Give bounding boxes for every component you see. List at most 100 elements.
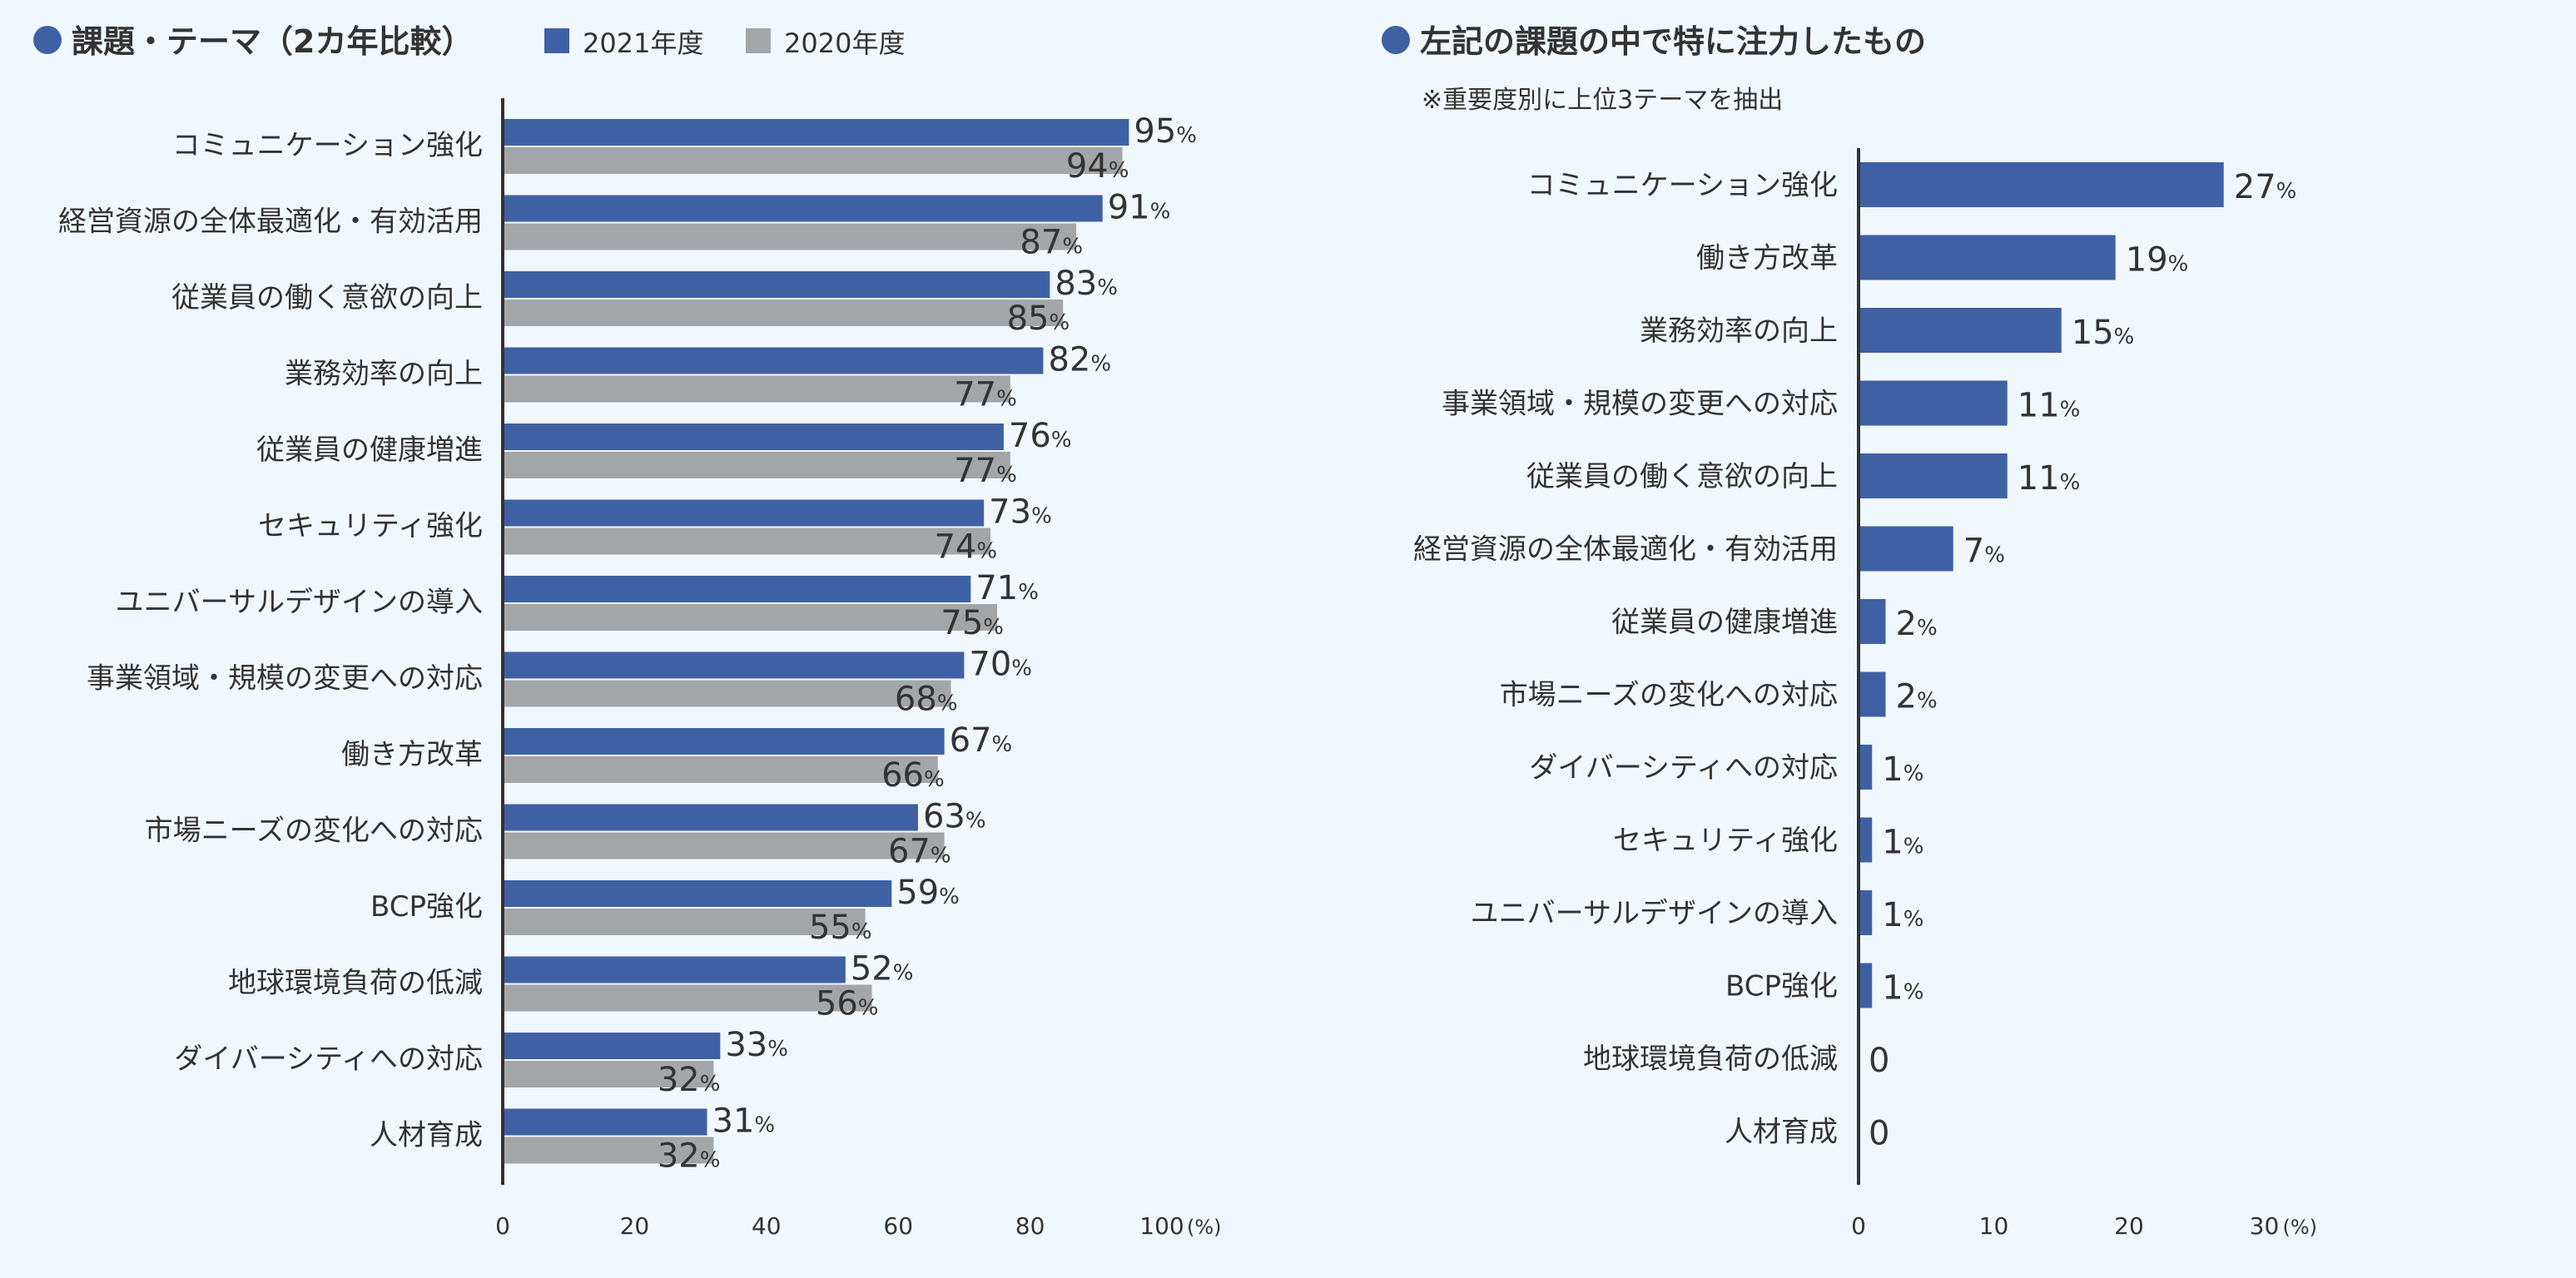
left-panel-header: 課題・テーマ（2カ年比較） 2021年度 2020年度 (33, 23, 905, 60)
category-label: BCP強化 (370, 890, 483, 924)
value-label-2020: 55% (809, 909, 872, 947)
category-label: ダイバーシティへの対応 (1529, 751, 1838, 785)
legend-label-2021: 2021年度 (583, 27, 703, 59)
bar-focus (1859, 162, 2224, 207)
category-label: 業務効率の向上 (1640, 315, 1838, 348)
category-label: セキュリティ強化 (1613, 825, 1838, 858)
bar-focus (1859, 380, 2008, 426)
value-label-2020: 68% (895, 681, 958, 719)
bar-2020 (503, 147, 1123, 174)
value-label: 2% (1896, 605, 1938, 643)
bar-focus (1859, 963, 1873, 1008)
category-label: 従業員の働く意欲の向上 (171, 281, 483, 315)
bar-2020 (503, 528, 991, 555)
value-label: 0 (1869, 1042, 1889, 1080)
x-tick-label: 20 (620, 1212, 650, 1240)
bar-focus (1859, 453, 2008, 498)
value-label-2021: 91% (1108, 189, 1171, 227)
value-label: 2% (1896, 678, 1938, 716)
bar-focus (1859, 745, 1873, 790)
bar-2021 (503, 1033, 721, 1059)
value-label-2020: 87% (1020, 224, 1083, 262)
category-label: 事業領域・規模の変更への対応 (87, 662, 483, 696)
bar-2021 (503, 271, 1050, 298)
bar-focus (1859, 308, 2062, 353)
x-tick-label: 100 (1139, 1212, 1184, 1240)
category-label: 従業員の働く意欲の向上 (1526, 460, 1838, 493)
bar-2020 (503, 375, 1010, 403)
value-label-2021: 71% (975, 569, 1039, 607)
bar-2020 (503, 223, 1077, 250)
category-label: 働き方改革 (1696, 242, 1838, 275)
category-label: 事業領域・規模の変更への対応 (1442, 388, 1838, 421)
category-label: ダイバーシティへの対応 (174, 1043, 483, 1076)
bar-2021 (503, 424, 1004, 450)
category-label: コミュニケーション強化 (1527, 169, 1838, 202)
bar-2020 (503, 909, 866, 935)
bar-2021 (503, 651, 965, 679)
x-tick-label: 80 (1015, 1212, 1045, 1240)
x-axis-unit: (%) (1187, 1216, 1222, 1239)
bar-2020 (503, 680, 951, 707)
right-panel-header: 左記の課題の中で特に注力したもの ※重要度別に上位3テーマを抽出 (1382, 23, 1926, 115)
value-label-2020: 32% (658, 1137, 721, 1176)
x-tick-label: 60 (883, 1212, 913, 1240)
category-label: 業務効率の向上 (285, 358, 483, 391)
value-label-2021: 52% (851, 950, 914, 988)
bar-2021 (503, 499, 985, 527)
value-label: 1% (1882, 750, 1923, 789)
value-label-2020: 94% (1066, 147, 1129, 186)
category-label: セキュリティ強化 (258, 510, 483, 543)
bar-2021 (503, 576, 971, 602)
value-label-2021: 76% (1009, 417, 1072, 455)
left-chart-title: 課題・テーマ（2カ年比較） (72, 23, 473, 60)
value-label-2021: 73% (989, 493, 1052, 532)
bar-focus (1859, 817, 1873, 863)
bar-focus (1859, 671, 1886, 717)
value-label-2020: 75% (941, 604, 1004, 642)
value-label: 15% (2072, 314, 2135, 352)
x-tick-label: 20 (2114, 1212, 2144, 1240)
bar-2021 (503, 804, 918, 831)
value-label-2020: 85% (1007, 300, 1070, 338)
value-label: 7% (1963, 532, 2005, 571)
value-label-2021: 31% (712, 1102, 776, 1141)
legend-label-2020: 2020年度 (784, 27, 905, 59)
value-label: 19% (2126, 241, 2189, 280)
value-label-2021: 70% (969, 646, 1032, 684)
bar-2020 (503, 1061, 714, 1087)
bar-focus (1859, 890, 1873, 935)
value-label-2020: 67% (888, 833, 951, 871)
bar-2020 (503, 300, 1064, 326)
value-label: 1% (1882, 824, 1923, 862)
right-title-bullet-icon (1382, 26, 1410, 54)
bar-2020 (503, 604, 997, 631)
x-tick-label: 10 (1979, 1212, 2009, 1240)
value-label: 1% (1882, 969, 1923, 1008)
category-label: 従業員の健康増進 (256, 433, 483, 467)
legend-swatch-2020 (746, 28, 771, 53)
value-label: 11% (2018, 459, 2081, 498)
value-label-2020: 66% (881, 756, 945, 795)
bar-2021 (503, 119, 1129, 146)
category-label: 地球環境負荷の低減 (1583, 1043, 1838, 1076)
value-label-2020: 77% (954, 376, 1017, 414)
x-tick-label: 0 (495, 1212, 510, 1240)
value-label-2020: 77% (954, 452, 1017, 490)
category-label: BCP強化 (1725, 970, 1838, 1003)
x-tick-label: 30 (2250, 1212, 2280, 1240)
category-label: 経営資源の全体最適化・有効活用 (58, 206, 483, 239)
x-axis-unit: (%) (2283, 1216, 2318, 1239)
left-bar-chart: コミュニケーション強化 95%94% 経営資源の全体最適化・有効活用 91% 87% 従業… (58, 98, 1222, 1240)
x-tick-label: 0 (1851, 1212, 1866, 1240)
value-label-2021: 33% (725, 1026, 788, 1064)
category-label: 従業員の健康増進 (1611, 606, 1838, 639)
category-label: 地球環境負荷の低減 (228, 967, 483, 1000)
value-label-2020: 32% (658, 1061, 721, 1099)
right-chart-title: 左記の課題の中で特に注力したもの (1420, 23, 1926, 60)
bar-2020 (503, 452, 1010, 478)
value-label: 0 (1869, 1115, 1889, 1153)
value-label-2020: 56% (816, 985, 879, 1023)
bar-2020 (503, 1137, 714, 1164)
